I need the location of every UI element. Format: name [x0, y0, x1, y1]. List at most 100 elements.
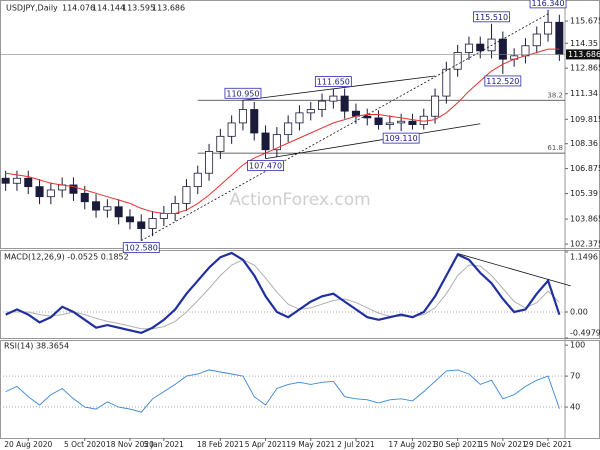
candle-body	[544, 21, 553, 35]
candle-body	[227, 122, 236, 137]
annotation-box	[484, 75, 522, 87]
candle-body	[171, 202, 180, 214]
annotation-label: 116.340	[532, 0, 565, 8]
fib-label: 61.8	[547, 144, 563, 152]
candle-body	[363, 115, 372, 119]
y-tick-label: 0.00	[570, 308, 588, 317]
candle-body	[431, 95, 440, 117]
y-tick-label: -0.4979	[570, 329, 600, 338]
x-tick-label: 5 Oct 2020	[64, 440, 106, 449]
y-tick-label: 1.1496	[570, 253, 598, 262]
candle-body	[159, 213, 168, 219]
candle-body	[329, 95, 338, 102]
candle-body	[318, 100, 327, 110]
annotation-box	[224, 87, 262, 99]
candle-body	[137, 221, 146, 229]
candle-body	[295, 112, 304, 124]
candle-body	[125, 216, 134, 223]
candle-body	[182, 186, 191, 204]
candle-body	[46, 189, 55, 198]
candle-body	[12, 177, 21, 184]
y-tick-label: 114.35	[570, 39, 598, 48]
macd-line	[5, 259, 560, 330]
x-tick-label: 29 Dec 2021	[524, 440, 572, 449]
annotation-label: 109.110	[385, 134, 418, 143]
candle-body	[80, 192, 89, 203]
trendline	[141, 13, 549, 241]
y-tick-label: 100	[570, 341, 585, 350]
y-tick-label: 115.675	[570, 17, 600, 26]
candle-body	[103, 206, 112, 211]
y-tick-label: 40	[570, 403, 580, 412]
candle-body	[498, 38, 507, 60]
fib-label: 38.2	[547, 91, 563, 99]
candle-body	[261, 132, 270, 151]
trendline	[265, 123, 481, 160]
header-ohlc: 113.686	[152, 4, 185, 13]
candle-body	[374, 117, 383, 125]
annotation-box	[314, 76, 352, 87]
y-tick-label: 102.375	[570, 240, 600, 249]
header-ohlc: 114.144	[92, 4, 125, 13]
x-tick-label: 19 May 2021	[286, 440, 335, 449]
x-tick-label: 20 Aug 2020	[4, 440, 52, 449]
candle-body	[487, 38, 496, 52]
annotation-label: 110.950	[226, 89, 259, 98]
candle-body	[92, 201, 101, 211]
symbol: USDJPY,Daily	[6, 4, 58, 13]
annotation-label: 111.650	[317, 78, 350, 87]
y-tick-label: 103.865	[570, 215, 600, 224]
candle-body	[205, 151, 214, 174]
candle-body	[148, 218, 157, 229]
candle-body	[397, 120, 406, 124]
x-tick-label: 2 Jul 2021	[337, 440, 375, 449]
candle-body	[35, 186, 44, 198]
candle-body	[340, 95, 349, 112]
annotation-box	[382, 132, 420, 144]
y-tick-label: 112.865	[570, 64, 600, 73]
rsi-line	[5, 369, 560, 413]
candle-body	[464, 43, 473, 53]
candle-body	[216, 135, 225, 152]
moving-average	[5, 48, 560, 214]
candle-body	[272, 134, 281, 151]
current-price-label: 113.686	[568, 50, 600, 59]
candle-body	[385, 122, 394, 125]
rsi-title: RSI(14) 38.3654	[4, 342, 69, 351]
x-tick-label: 5 Apr 2021	[245, 440, 287, 449]
candle-body	[408, 120, 417, 125]
y-tick-label: 105.39	[570, 189, 598, 198]
candle-body	[476, 43, 485, 52]
candle-body	[306, 109, 315, 114]
watermark: ActionForex.com	[229, 190, 370, 210]
candle-body	[238, 109, 247, 124]
y-tick-label: 109.815	[570, 115, 600, 124]
candle-body	[532, 33, 541, 47]
macd-trendline	[457, 253, 571, 287]
candle-body	[24, 177, 33, 188]
header-ohlc: 114.076	[62, 4, 95, 13]
y-tick-label: 106.875	[570, 164, 600, 173]
y-tick-label: 70	[570, 372, 580, 381]
candle-body	[114, 206, 123, 218]
annotation-label: 102.580	[125, 244, 158, 253]
y-tick-label: 108.36	[570, 139, 598, 148]
trendline	[242, 75, 436, 101]
annotation-box	[529, 0, 567, 9]
annotation-box	[247, 160, 284, 172]
annotation-box	[122, 242, 160, 254]
x-tick-label: 18 Feb 2021	[197, 440, 244, 449]
candle-body	[453, 52, 462, 70]
candle-body	[284, 122, 293, 136]
annotation-label: 112.520	[486, 77, 519, 86]
candle-body	[250, 109, 259, 134]
x-tick-label: 18 Nov 2020	[106, 440, 154, 449]
macd-line	[5, 251, 561, 335]
x-tick-label: 5 Jan 2021	[144, 440, 184, 449]
x-tick-label: 15 Nov 2021	[479, 440, 527, 449]
candle-body	[193, 172, 202, 188]
y-tick-label: 111.34	[570, 89, 598, 98]
